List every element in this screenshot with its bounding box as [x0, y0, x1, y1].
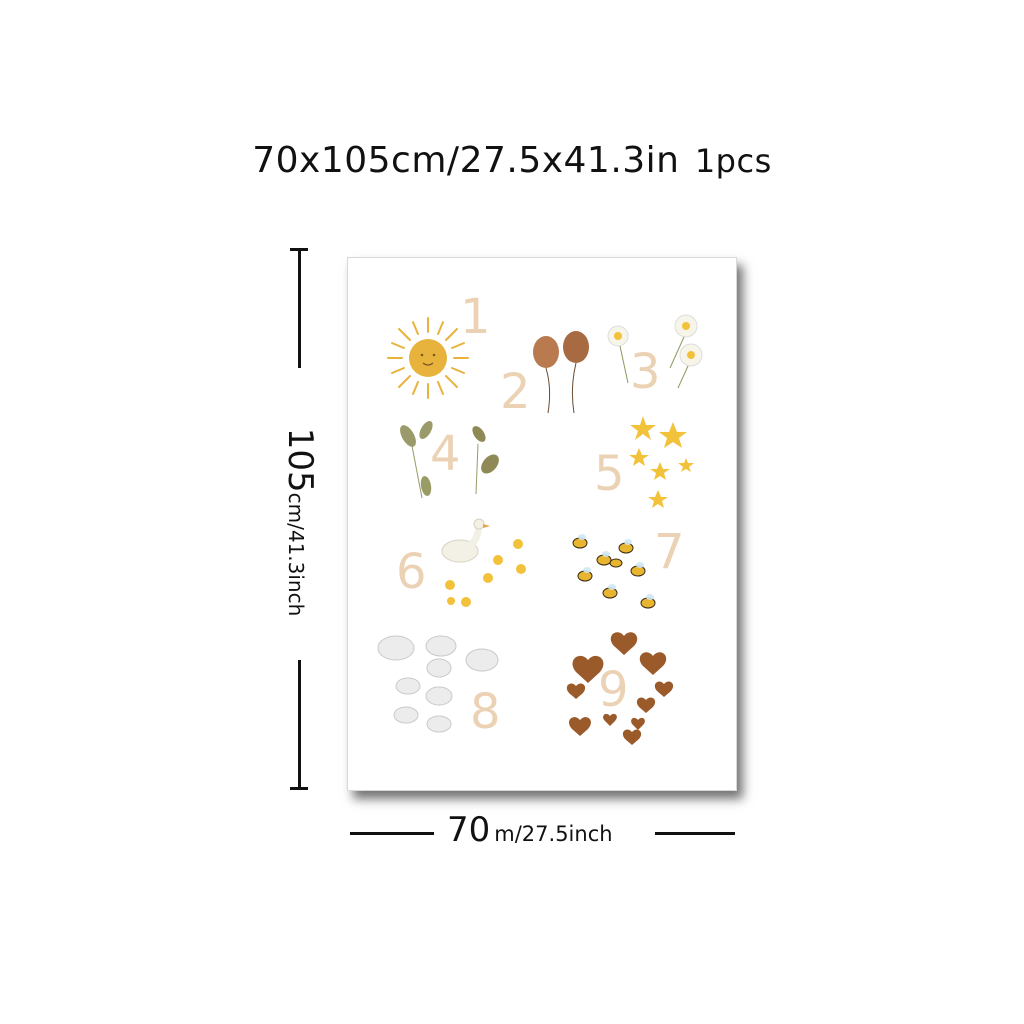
balloon-icon	[533, 331, 589, 414]
number-7: 7	[654, 524, 685, 580]
number-1: 1	[460, 289, 491, 345]
height-dimension-line-bottom	[298, 660, 301, 790]
size-cm-text: 70x105cm/	[252, 140, 460, 181]
number-3: 3	[630, 344, 661, 400]
height-value: 105	[280, 427, 320, 493]
height-dimension-line-top	[298, 248, 301, 368]
sun-icon	[387, 317, 469, 399]
poster-artwork: 1 2 3 4 5	[377, 289, 703, 745]
star-icon	[629, 416, 694, 508]
height-tick-top	[290, 248, 308, 251]
size-inch-text: 27.5x41.3in	[459, 140, 680, 181]
height-unit: cm/41.3inch	[284, 492, 308, 617]
number-8: 8	[470, 684, 501, 740]
piece-count-text: 1pcs	[694, 142, 772, 180]
number-4: 4	[430, 426, 461, 482]
width-dimension-line-right	[655, 832, 735, 835]
goose-icon	[441, 518, 490, 563]
number-6: 6	[396, 544, 427, 600]
height-tick-bottom	[290, 787, 308, 790]
number-2: 2	[500, 364, 531, 420]
width-dimension-label: 70 m/27.5inch	[447, 810, 613, 850]
height-dimension-label: 105cm/41.3inch	[280, 428, 320, 617]
bee-icon	[572, 534, 656, 609]
number-9: 9	[598, 662, 629, 718]
leaf-icon	[400, 420, 499, 499]
chick-icon	[445, 539, 526, 607]
heart-icon	[566, 632, 674, 745]
width-dimension-line-left	[350, 832, 434, 835]
counting-poster: 1 2 3 4 5	[347, 257, 737, 791]
cloud-icon	[377, 635, 499, 733]
daisy-icon	[607, 314, 703, 389]
number-5: 5	[594, 446, 625, 502]
width-value: 70	[447, 810, 491, 850]
width-unit: m/27.5inch	[494, 822, 613, 846]
product-size-title: 70x105cm/27.5x41.3in 1pcs	[0, 140, 1024, 181]
